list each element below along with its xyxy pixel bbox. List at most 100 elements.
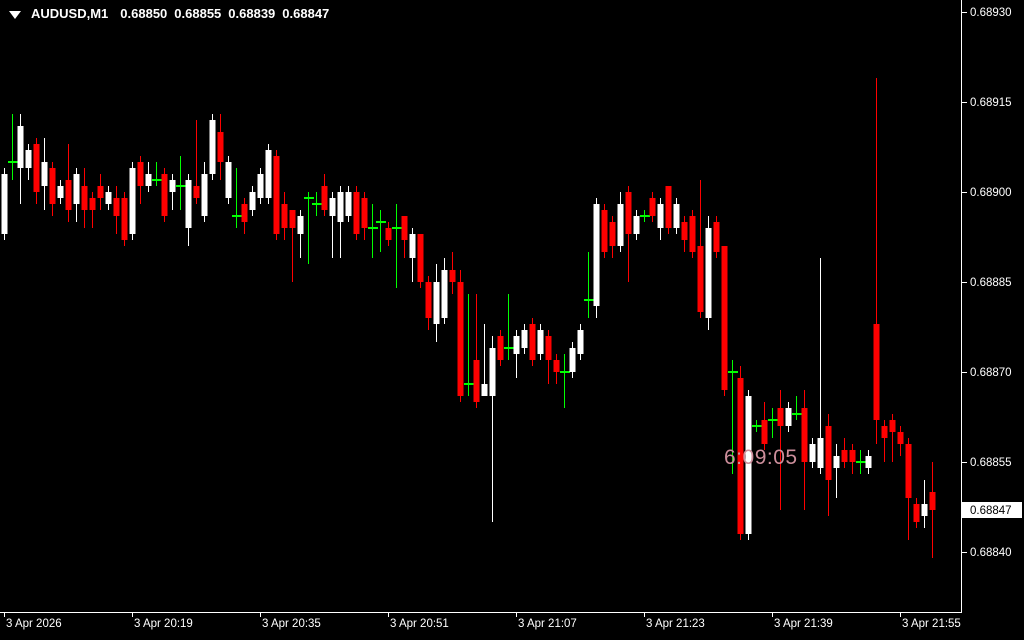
candle	[1, 168, 8, 240]
candle	[473, 294, 480, 408]
candle	[169, 174, 176, 210]
time-axis[interactable]: 3 Apr 2026 3 Apr 20:19 3 Apr 20:35 3 Apr 20…	[4, 613, 961, 630]
candle	[625, 186, 632, 282]
candle	[545, 330, 552, 384]
candle	[521, 324, 528, 354]
candle	[657, 198, 664, 240]
candle	[617, 192, 624, 252]
candle	[121, 192, 128, 246]
candle	[176, 156, 186, 210]
candle	[921, 480, 928, 528]
candle	[145, 162, 152, 192]
time-axis-label: 3 Apr 20:51	[390, 618, 449, 630]
candle	[249, 186, 256, 216]
price-axis[interactable]: 0.68930 0.68915 0.68900 0.68885 0.68870 0.688…	[961, 7, 1012, 559]
candle	[513, 330, 520, 378]
candle	[553, 354, 560, 384]
candle	[529, 318, 536, 366]
price-axis-label: 0.68870	[970, 367, 1012, 379]
symbol-dropdown-icon[interactable]	[9, 10, 21, 19]
candle	[785, 402, 792, 432]
candle	[768, 408, 778, 438]
candle	[232, 168, 242, 228]
candle	[537, 324, 544, 360]
candle	[321, 174, 328, 216]
candle	[41, 138, 48, 210]
time-axis-label: 3 Apr 21:07	[518, 618, 577, 630]
candle	[856, 450, 866, 474]
candle	[417, 234, 424, 288]
candle	[569, 342, 576, 378]
price-axis-label: 0.68900	[970, 187, 1012, 199]
candle	[209, 114, 216, 180]
candle	[929, 462, 936, 558]
candle	[745, 390, 752, 540]
time-axis-label: 3 Apr 21:39	[774, 618, 833, 630]
candle	[152, 162, 162, 186]
candle	[681, 216, 688, 252]
candle	[425, 276, 432, 330]
candle	[593, 198, 600, 318]
candle	[225, 156, 232, 204]
candle	[777, 390, 784, 510]
candle	[689, 210, 696, 258]
candle	[449, 252, 456, 294]
candle	[289, 210, 296, 282]
candle	[33, 138, 40, 204]
candle	[137, 156, 144, 204]
candle	[441, 258, 448, 324]
price-axis-label: 0.68930	[970, 7, 1012, 19]
candle	[353, 186, 360, 240]
candle	[560, 354, 570, 408]
candle	[361, 192, 368, 240]
candle	[713, 216, 720, 258]
candle	[897, 426, 904, 456]
candle	[697, 180, 704, 318]
price-axis-label: 0.68855	[970, 457, 1012, 469]
candle	[497, 330, 504, 366]
candle	[584, 252, 594, 318]
candle	[105, 186, 112, 210]
candle	[337, 186, 344, 258]
candle	[312, 192, 322, 216]
candle	[737, 366, 744, 540]
candle-countdown-timer: 6:09:05	[724, 446, 798, 469]
candle	[329, 192, 336, 258]
candle	[504, 294, 514, 360]
candle	[489, 336, 496, 522]
candle	[792, 396, 802, 420]
candle	[113, 186, 120, 234]
candle	[649, 192, 656, 222]
candle	[17, 114, 24, 204]
candle	[640, 210, 650, 222]
price-axis-label: 0.68885	[970, 277, 1012, 289]
candle	[601, 204, 608, 258]
time-axis-label: 3 Apr 21:23	[646, 618, 705, 630]
candle	[865, 450, 872, 474]
candle	[577, 324, 584, 360]
ohlc-close: 0.68847	[282, 6, 330, 21]
candle	[185, 174, 192, 246]
candle	[833, 444, 840, 498]
symbol-period-label: AUDUSD,M1	[31, 6, 109, 21]
candle	[401, 216, 408, 258]
candle	[881, 420, 888, 462]
candle	[841, 438, 848, 468]
candle	[129, 162, 136, 240]
candle	[73, 168, 80, 222]
candle	[409, 228, 416, 282]
candle	[817, 258, 824, 474]
candle	[721, 246, 728, 396]
ohlc-high: 0.68855	[174, 6, 222, 21]
candle	[201, 162, 208, 222]
candle	[825, 414, 832, 516]
candle	[217, 114, 224, 180]
candle	[433, 264, 440, 342]
candle	[905, 438, 912, 540]
candle	[193, 120, 200, 204]
candle	[8, 114, 18, 180]
ohlc-low: 0.68839	[228, 6, 276, 21]
candle	[849, 444, 856, 474]
candle	[49, 162, 56, 216]
candle	[65, 144, 72, 222]
